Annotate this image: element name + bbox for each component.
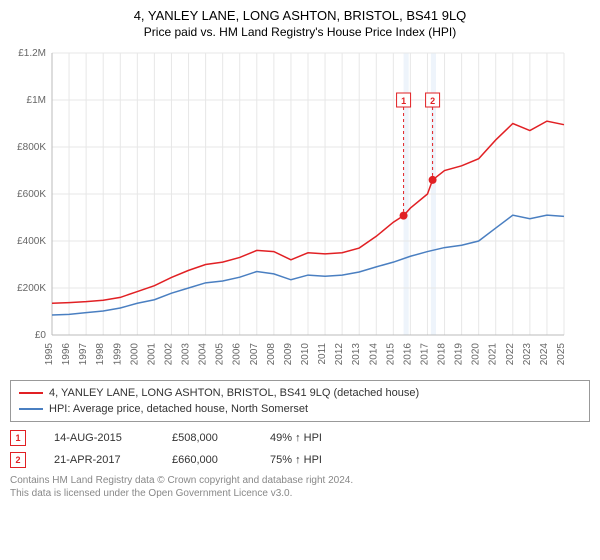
svg-text:2020: 2020 <box>471 343 482 366</box>
sale-delta: 49% ↑ HPI <box>270 432 322 444</box>
svg-text:1997: 1997 <box>78 343 89 366</box>
svg-text:2017: 2017 <box>419 343 430 366</box>
svg-text:2024: 2024 <box>539 343 550 366</box>
svg-text:1996: 1996 <box>61 343 72 366</box>
chart-subtitle: Price paid vs. HM Land Registry's House … <box>10 25 590 39</box>
chart-title: 4, YANLEY LANE, LONG ASHTON, BRISTOL, BS… <box>10 8 590 23</box>
svg-text:2001: 2001 <box>146 343 157 366</box>
svg-text:2016: 2016 <box>402 343 413 366</box>
sale-date: 21-APR-2017 <box>54 454 144 466</box>
svg-text:2013: 2013 <box>351 343 362 366</box>
legend-label: 4, YANLEY LANE, LONG ASHTON, BRISTOL, BS… <box>49 385 419 401</box>
svg-text:2: 2 <box>430 96 435 106</box>
sale-delta: 75% ↑ HPI <box>270 454 322 466</box>
sale-row: 1 14-AUG-2015 £508,000 49% ↑ HPI <box>10 430 590 446</box>
svg-text:2009: 2009 <box>283 343 294 366</box>
legend: 4, YANLEY LANE, LONG ASHTON, BRISTOL, BS… <box>10 380 590 422</box>
svg-text:£800K: £800K <box>17 142 46 153</box>
sale-date: 14-AUG-2015 <box>54 432 144 444</box>
svg-text:2025: 2025 <box>556 343 567 366</box>
svg-text:2003: 2003 <box>181 343 192 366</box>
svg-text:1998: 1998 <box>95 343 106 366</box>
svg-text:£1M: £1M <box>27 95 46 106</box>
legend-swatch <box>19 392 43 394</box>
svg-text:2021: 2021 <box>488 343 499 366</box>
sale-price: £508,000 <box>172 432 242 444</box>
svg-text:£200K: £200K <box>17 283 46 294</box>
svg-text:2019: 2019 <box>454 343 465 366</box>
sale-marker-icon: 2 <box>10 452 26 468</box>
svg-text:2022: 2022 <box>505 343 516 366</box>
legend-swatch <box>19 408 43 410</box>
attribution-line: This data is licensed under the Open Gov… <box>10 487 590 500</box>
svg-text:£600K: £600K <box>17 189 46 200</box>
svg-text:2004: 2004 <box>198 343 209 366</box>
svg-text:2011: 2011 <box>317 343 328 365</box>
svg-text:£400K: £400K <box>17 236 46 247</box>
legend-item: HPI: Average price, detached house, Nort… <box>19 401 581 417</box>
svg-text:2015: 2015 <box>385 343 396 366</box>
sale-row: 2 21-APR-2017 £660,000 75% ↑ HPI <box>10 452 590 468</box>
sale-price: £660,000 <box>172 454 242 466</box>
svg-text:2012: 2012 <box>334 343 345 366</box>
svg-text:2010: 2010 <box>300 343 311 366</box>
chart-svg: £0 £200K £400K £600K £800K £1M £1.2M 1995 1996 19… <box>10 45 570 375</box>
svg-text:1995: 1995 <box>44 343 55 366</box>
sale-marker-icon: 1 <box>10 430 26 446</box>
attribution-line: Contains HM Land Registry data © Crown c… <box>10 474 590 487</box>
svg-text:2014: 2014 <box>368 343 379 366</box>
legend-item: 4, YANLEY LANE, LONG ASHTON, BRISTOL, BS… <box>19 385 581 401</box>
svg-text:£1.2M: £1.2M <box>18 48 46 59</box>
svg-text:2007: 2007 <box>249 343 260 366</box>
svg-text:2023: 2023 <box>522 343 533 366</box>
svg-text:£0: £0 <box>35 330 47 341</box>
svg-text:2008: 2008 <box>266 343 277 366</box>
sales-table: 1 14-AUG-2015 £508,000 49% ↑ HPI 2 21-APR-201… <box>10 430 590 468</box>
svg-text:2006: 2006 <box>232 343 243 366</box>
svg-text:2002: 2002 <box>163 343 174 366</box>
svg-text:2005: 2005 <box>215 343 226 366</box>
svg-text:2000: 2000 <box>129 343 140 366</box>
price-chart: £0 £200K £400K £600K £800K £1M £1.2M 1995 1996 19… <box>10 45 590 380</box>
svg-text:1999: 1999 <box>112 343 123 366</box>
attribution: Contains HM Land Registry data © Crown c… <box>10 474 590 500</box>
svg-text:1: 1 <box>401 96 406 106</box>
legend-label: HPI: Average price, detached house, Nort… <box>49 401 308 417</box>
svg-text:2018: 2018 <box>437 343 448 366</box>
